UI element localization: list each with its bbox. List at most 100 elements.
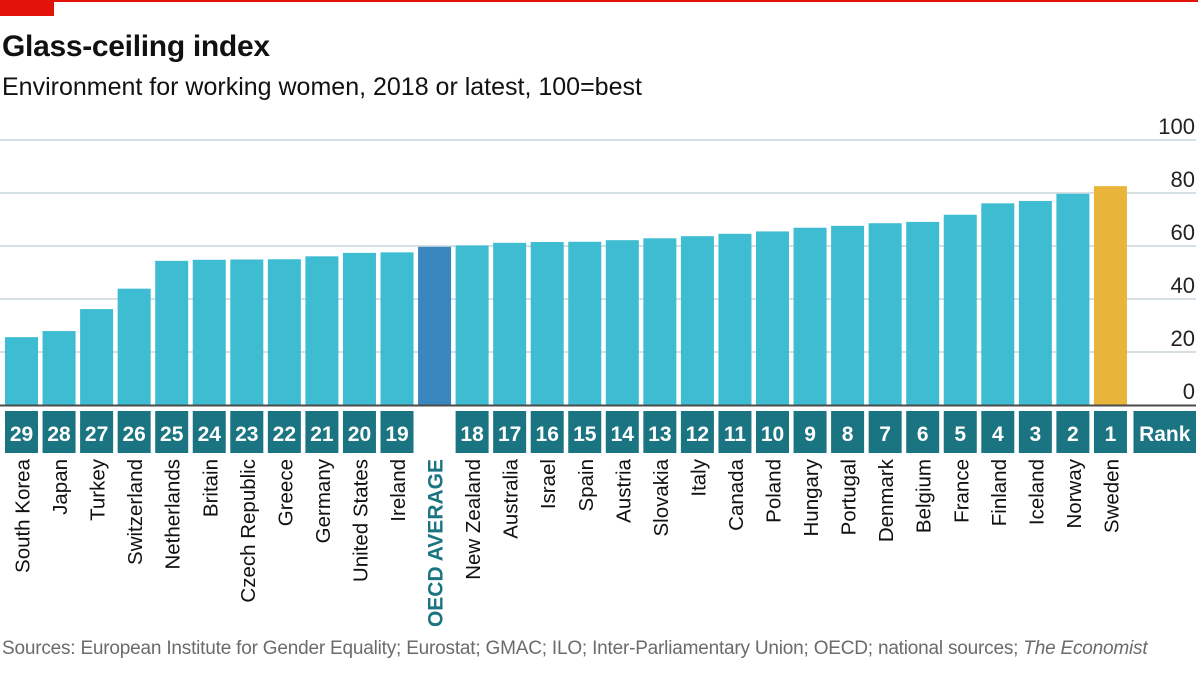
source-note: Sources: European Institute for Gender E… — [2, 638, 1148, 660]
rank-12: 12 — [686, 423, 709, 446]
bar-germany — [305, 256, 339, 405]
rank-11: 11 — [724, 423, 747, 446]
bar-united-states — [342, 252, 376, 405]
rank-box-finland — [981, 411, 1015, 453]
rank-15: 15 — [573, 423, 597, 446]
rank-27: 27 — [85, 423, 108, 446]
rank-23: 23 — [235, 423, 258, 446]
rank-header: Rank — [1139, 423, 1191, 446]
rank-26: 26 — [122, 423, 145, 446]
rank-box-germany — [305, 411, 339, 453]
label-belgium: Belgium — [913, 459, 936, 533]
label-denmark: Denmark — [875, 458, 898, 542]
rank-17: 17 — [498, 423, 521, 446]
y-tick-20: 20 — [1171, 326, 1195, 351]
rank-29: 29 — [10, 423, 33, 446]
y-tick-0: 0 — [1183, 379, 1195, 404]
bar-hungary — [793, 227, 827, 405]
label-turkey: Turkey — [87, 458, 110, 521]
rank-1: 1 — [1105, 423, 1117, 446]
rank-box-portugal — [831, 411, 865, 453]
bar-spain — [568, 241, 602, 405]
label-japan: Japan — [49, 459, 72, 515]
bars — [5, 186, 1127, 405]
rank-2: 2 — [1067, 423, 1079, 446]
rank-box-denmark — [868, 411, 902, 453]
rank-box-ireland — [380, 411, 414, 453]
label-germany: Germany — [312, 458, 335, 543]
label-france: France — [950, 459, 973, 523]
bar-norway — [1056, 193, 1090, 405]
label-poland: Poland — [763, 459, 786, 523]
y-tick-80: 80 — [1171, 167, 1195, 192]
red-tag — [0, 0, 54, 16]
label-israel: Israel — [537, 459, 560, 509]
rank-box-belgium — [906, 411, 940, 453]
rank-box-canada — [718, 411, 752, 453]
label-new-zealand: New Zealand — [462, 459, 485, 580]
chart-subtitle: Environment for working women, 2018 or l… — [2, 73, 642, 101]
rank-box-slovakia — [643, 411, 677, 453]
bar-new-zealand — [455, 245, 489, 405]
bar-ireland — [380, 252, 414, 405]
bar-czech-republic — [230, 259, 264, 405]
label-slovakia: Slovakia — [650, 458, 673, 536]
rank-19: 19 — [385, 423, 408, 446]
rank-box-japan — [42, 411, 76, 453]
bar-slovakia — [643, 238, 677, 405]
bar-iceland — [1018, 200, 1052, 405]
label-greece: Greece — [274, 459, 297, 526]
rank-9: 9 — [804, 423, 816, 446]
bar-poland — [756, 231, 789, 405]
rank-box-norway — [1056, 411, 1090, 453]
rank-20: 20 — [348, 423, 371, 446]
rank-header-box — [1133, 411, 1196, 453]
rank-5: 5 — [954, 423, 966, 446]
label-portugal: Portugal — [838, 459, 861, 535]
rank-10: 10 — [761, 423, 784, 446]
rank-6: 6 — [917, 423, 929, 446]
rank-22: 22 — [273, 423, 296, 446]
y-axis-ticks: 0 20 40 60 80 100 — [1158, 114, 1195, 404]
rank-8: 8 — [842, 423, 854, 446]
rank-25: 25 — [160, 423, 184, 446]
label-norway: Norway — [1063, 458, 1086, 528]
bar-canada — [718, 233, 752, 405]
rank-box-turkey — [80, 411, 114, 453]
label-austria: Austria — [612, 458, 635, 522]
rank-box-austria — [605, 411, 639, 453]
rank-21: 21 — [310, 423, 334, 446]
rank-box-new-zealand — [455, 411, 489, 453]
label-australia: Australia — [500, 458, 523, 538]
label-canada: Canada — [725, 458, 748, 530]
label-oecd-average: OECD AVERAGE — [425, 459, 448, 627]
rank-box-poland — [756, 411, 789, 453]
rank-box-south-korea — [5, 411, 38, 453]
rank-28: 28 — [47, 423, 71, 446]
bar-portugal — [831, 225, 865, 405]
rank-13: 13 — [648, 423, 671, 446]
label-sweden: Sweden — [1100, 459, 1123, 533]
source-publication: The Economist — [1023, 638, 1148, 659]
rank-boxes: 29 28 27 26 25 24 23 22 21 20 19 18 17 16 15 14 13 12 11 10… — [5, 411, 1196, 453]
chart-title: Glass-ceiling index — [2, 30, 270, 63]
bar-greece — [267, 259, 301, 405]
rank-box-italy — [680, 411, 714, 453]
rank-box-netherlands — [155, 411, 189, 453]
bar-france — [943, 214, 977, 405]
label-ireland: Ireland — [387, 459, 410, 522]
rank-box-australia — [493, 411, 527, 453]
rank-3: 3 — [1030, 423, 1042, 446]
source-text: Sources: European Institute for Gender E… — [2, 638, 1019, 659]
rank-box-czech-republic — [230, 411, 264, 453]
rank-16: 16 — [536, 423, 559, 446]
bar-sweden — [1093, 186, 1127, 405]
y-tick-100: 100 — [1158, 114, 1195, 139]
bar-britain — [192, 259, 226, 405]
category-labels: South Korea Japan Turkey Switzerland Netherl… — [12, 458, 1124, 627]
rank-box-britain — [192, 411, 226, 453]
bar-australia — [493, 242, 527, 405]
label-switzerland: Switzerland — [124, 459, 147, 565]
bar-oecd-average — [418, 246, 452, 405]
